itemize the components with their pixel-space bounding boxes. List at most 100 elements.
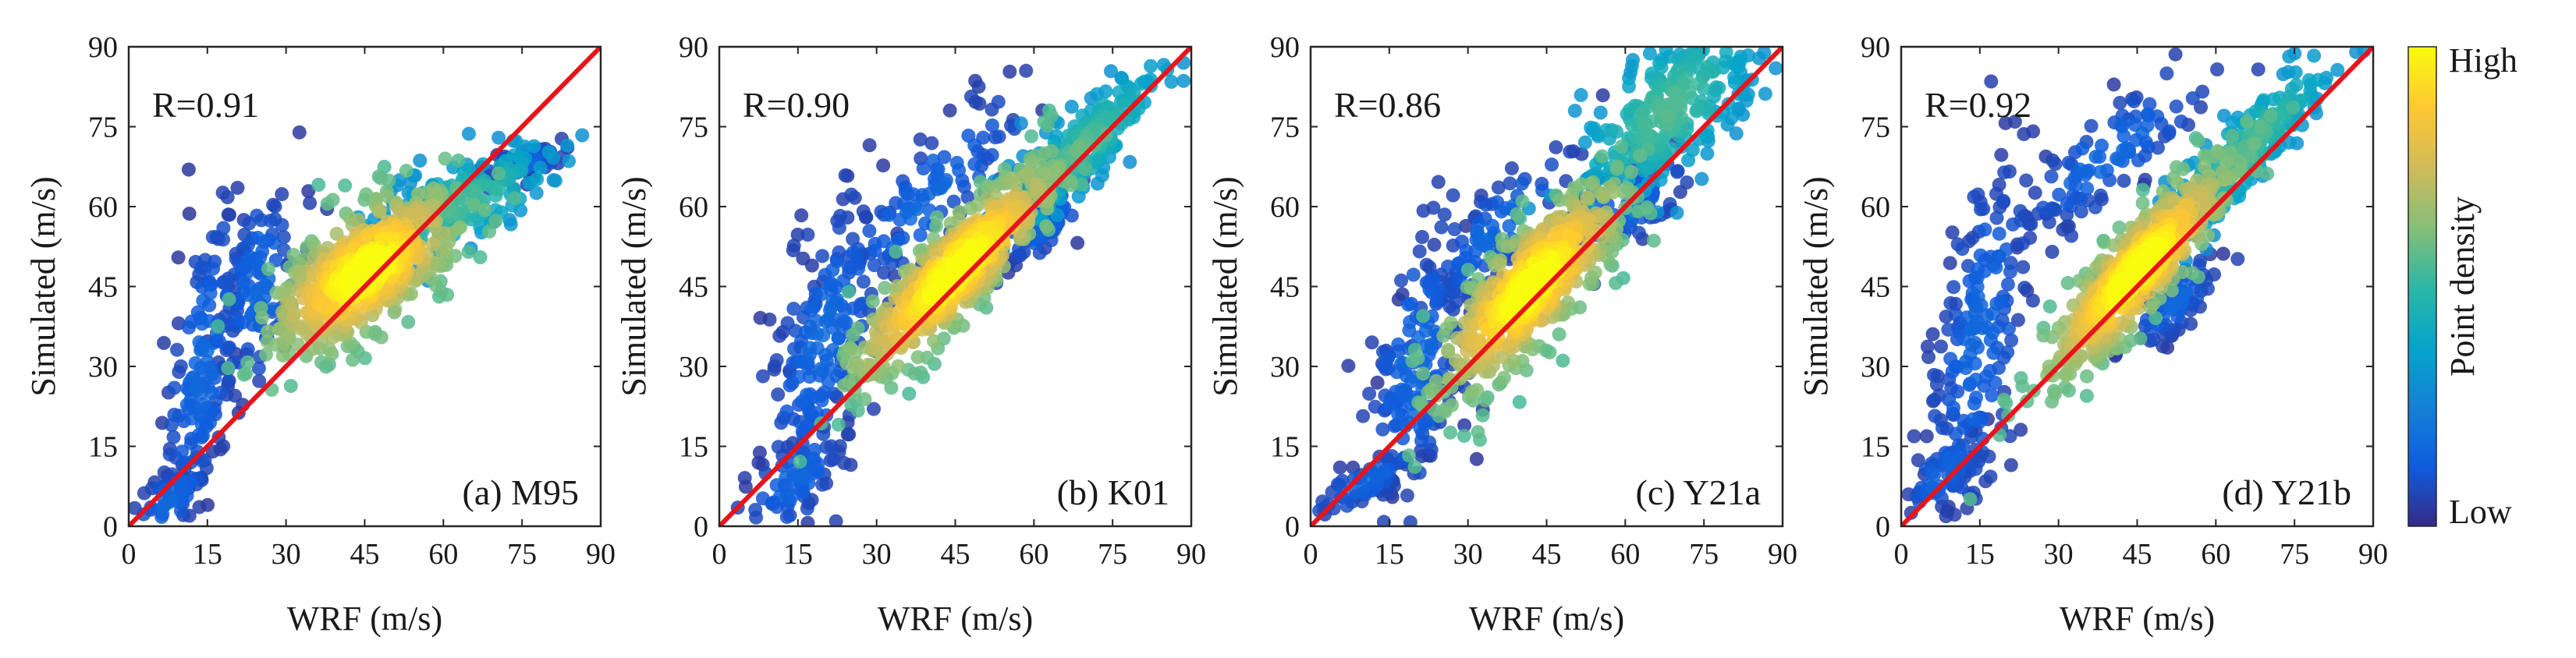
x-tick-label: 60 [1610,538,1640,571]
scatter-point [1378,362,1393,377]
scatter-point [913,132,928,147]
scatter-point [1437,356,1452,370]
scatter-point [1403,315,1418,330]
scatter-point [2163,300,2178,315]
scatter-point [967,138,982,153]
scatter-point [2079,388,2094,403]
scatter-point [2006,217,2021,232]
scatter-point [2159,66,2174,81]
scatter-point [2058,380,2073,394]
scatter-point [1469,451,1484,466]
scatter-point [1966,412,1981,426]
scatter-point [2281,65,2296,80]
scatter-point [916,161,931,176]
scatter-point [1414,444,1428,458]
x-tick-label: 15 [1965,538,1995,571]
scatter-point [1983,469,1998,484]
scatter-point [2143,300,2158,315]
scatter-point [373,203,388,218]
scatter-point [737,471,752,486]
scatter-point [482,224,497,239]
scatter-point [221,361,236,376]
scatter-point [216,221,231,235]
scatter-point [921,186,936,201]
scatter-point [2015,379,2030,394]
scatter-point [1443,425,1458,440]
scatter-point [211,319,225,334]
scatter-point [2016,260,2031,274]
scatter-point [2003,458,2018,472]
scatter-point [1588,265,1602,280]
scatter-point [314,355,328,370]
scatter-point [1970,279,1985,294]
scatter-point [255,310,269,325]
scatter-point [1332,478,1347,492]
scatter-point [1669,96,1683,111]
scatter-point [1609,161,1624,176]
scatter-point [985,147,999,162]
scatter-point [924,136,939,150]
scatter-point [2017,281,2032,295]
scatter-point [1609,124,1624,139]
scatter-point [503,217,518,232]
scatter-point [829,514,843,526]
x-tick-label: 0 [1894,538,1909,571]
y-tick-label: 0 [103,511,118,543]
scatter-point [399,164,413,179]
x-tick-label: 30 [2044,538,2074,571]
scatter-point [1614,140,1629,154]
x-tick-label: 75 [507,538,537,571]
scatter-point [546,173,561,187]
scatter-point [2084,119,2099,133]
scatter-point [799,387,814,402]
scatter-point [1631,204,1645,219]
scatter-point [2162,124,2177,139]
scatter-point [846,327,860,342]
scatter-point [913,228,928,242]
scatter-point [1472,333,1486,348]
scatter-point [1394,273,1408,288]
scatter-point [374,171,389,186]
scatter-point [2117,173,2131,188]
scatter-point [1943,455,1958,470]
scatter-point [2093,188,2108,203]
scatter-point [2042,299,2057,314]
scatter-point [1422,282,1437,297]
scatter-point [193,260,208,275]
scatter-point [772,328,787,343]
y-tick-label: 45 [1270,271,1300,304]
scatter-point [802,370,817,384]
x-axis-label: WRF (m/s) [2060,600,2215,638]
scatter-point [1700,147,1715,161]
scatter-point [1967,317,1982,332]
scatter-point [2048,203,2063,218]
scatter-point [426,237,441,252]
scatter-point [1992,226,2007,241]
scatter-point [311,178,326,192]
scatter-point [170,342,184,357]
scatter-point [1376,515,1391,526]
scatter-point [240,341,255,356]
scatter-point [1996,392,2011,407]
scatter-point [790,228,805,242]
scatter-point [1943,295,1958,310]
y-axis-label: Simulated (m/s) [1797,176,1835,396]
scatter-point [251,361,266,376]
scatter-point [1633,148,1648,163]
scatter-point [1609,276,1623,291]
scatter-point [2164,283,2179,298]
scatter-point [181,162,196,177]
y-tick-label: 30 [679,351,708,384]
scatter-point [252,373,267,388]
scatter-point [1144,58,1158,73]
scatter-point [1666,84,1681,99]
scatter-point [1574,87,1588,102]
scatter-point [1496,370,1511,385]
scatter-point [1013,116,1028,131]
scatter-point [1074,177,1089,192]
scatter-point [1512,394,1527,409]
y-axis-label: Simulated (m/s) [1206,176,1244,396]
scatter-point [2254,119,2269,134]
